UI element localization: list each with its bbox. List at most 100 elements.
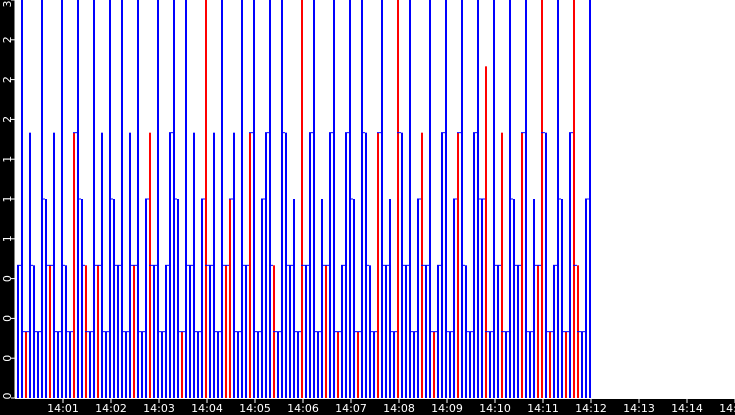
bar (217, 331, 219, 398)
x-tick-label: 14:10 (479, 402, 511, 415)
y-tick-label: 1 (1, 196, 14, 203)
bar (297, 331, 299, 398)
bar-highlight (573, 0, 575, 398)
bar-highlight (225, 265, 227, 398)
y-tick-label: 2 (1, 116, 14, 123)
bar (453, 199, 455, 398)
bar (153, 265, 155, 398)
bar (317, 331, 319, 398)
bar (429, 0, 431, 398)
bar (169, 132, 171, 398)
bar-highlight (433, 331, 435, 398)
bars (17, 0, 591, 398)
bar (345, 132, 347, 398)
bar (53, 132, 55, 398)
bar (245, 265, 247, 398)
bar-highlight (229, 199, 231, 398)
bar (161, 331, 163, 398)
bar-highlight (181, 331, 183, 398)
bar (589, 0, 591, 398)
bar (157, 0, 159, 398)
bar (193, 132, 195, 398)
bar (201, 199, 203, 398)
bar (513, 199, 515, 398)
bar (481, 199, 483, 398)
y-tick-label: 0 (1, 355, 14, 362)
bar-highlight (337, 331, 339, 398)
bar-highlight (25, 331, 27, 398)
bar (405, 265, 407, 398)
bar-highlight (377, 132, 379, 398)
bar (277, 331, 279, 398)
bar (489, 331, 491, 398)
bar (305, 265, 307, 398)
bar (525, 0, 527, 398)
bar (21, 0, 23, 398)
bar (553, 265, 555, 398)
bar (177, 199, 179, 398)
bar (585, 199, 587, 398)
bar (505, 331, 507, 398)
bar (329, 132, 331, 398)
bar-highlight (249, 132, 251, 398)
bar-highlight (397, 0, 399, 398)
bar (473, 132, 475, 398)
x-tick-label: 14:07 (335, 402, 367, 415)
bar (189, 265, 191, 398)
bar-highlight (549, 331, 551, 398)
bar (125, 331, 127, 398)
x-tick-label: 14:04 (191, 402, 223, 415)
bar (81, 199, 83, 398)
bar (89, 331, 91, 398)
bar (393, 331, 395, 398)
bar-highlight (565, 331, 567, 398)
y-tick-label: 1 (1, 235, 14, 242)
x-tick-label: 14:02 (95, 402, 127, 415)
bar (441, 132, 443, 398)
y-axis: 0 0 0 0 1 1 1 2 2 2 3 (1, 0, 16, 400)
bar (105, 331, 107, 398)
bar (569, 132, 571, 398)
bar (113, 199, 115, 398)
x-tick-label: 14:06 (287, 402, 319, 415)
bar (293, 199, 295, 398)
bar (93, 0, 95, 398)
bar (241, 0, 243, 398)
bar (581, 331, 583, 398)
x-tick-label: 14:03 (143, 402, 175, 415)
bar (417, 199, 419, 398)
bar (269, 0, 271, 398)
bar-highlight (97, 265, 99, 398)
x-tick-label: 14:01 (47, 402, 79, 415)
y-tick-label: 0 (1, 393, 14, 400)
bar (257, 331, 259, 398)
bar (57, 331, 59, 398)
bar (141, 331, 143, 398)
bar (309, 132, 311, 398)
bar (533, 199, 535, 398)
bar (373, 331, 375, 398)
bar (261, 199, 263, 398)
bar (289, 265, 291, 398)
bar (461, 0, 463, 398)
bar (121, 0, 123, 398)
bar-highlight (325, 265, 327, 398)
bar (409, 0, 411, 398)
bar-highlight (49, 265, 51, 398)
bar-highlight (357, 331, 359, 398)
bar-highlight (541, 0, 543, 398)
y-tick-label: 0 (1, 315, 14, 322)
bar (469, 331, 471, 398)
bar (361, 0, 363, 398)
y-tick-label: 2 (1, 76, 14, 83)
bar (165, 265, 167, 398)
bar (265, 132, 267, 398)
x-tick-label: 14:11 (527, 402, 559, 415)
bar (137, 0, 139, 398)
bar (237, 331, 239, 398)
bar (321, 199, 323, 398)
bar-highlight (457, 132, 459, 398)
bar-highlight (501, 132, 503, 398)
x-tick-label: 14:08 (383, 402, 415, 415)
bar (385, 265, 387, 398)
